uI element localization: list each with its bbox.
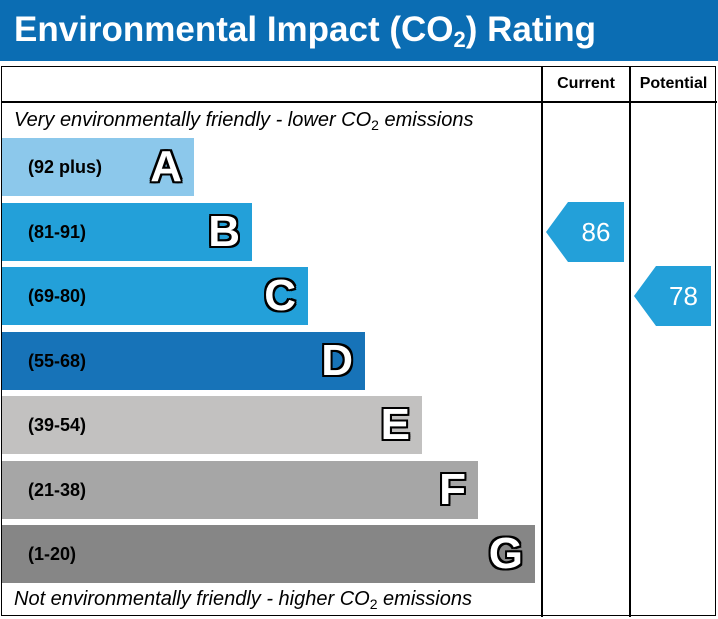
band-b: (81-91) B: [2, 203, 252, 261]
chart-header: Environmental Impact (CO2) Rating: [0, 0, 718, 61]
band-g: (1-20) G: [2, 525, 535, 583]
band-letter-label: A: [150, 142, 182, 191]
caption-top: Very environmentally friendly - lower CO…: [14, 108, 473, 132]
caption-top-main: Very environmentally friendly - lower CO: [14, 109, 372, 131]
band-letter-label: E: [380, 400, 410, 449]
caption-top-end: emissions: [378, 109, 474, 131]
band-letter-label: D: [321, 336, 353, 385]
column-header-potential: Potential: [639, 75, 708, 92]
band-range-label: (81-91): [28, 222, 87, 242]
column-header-current: Current: [557, 75, 615, 92]
band-f: (21-38) F: [2, 461, 478, 519]
current-rating-pointer-value: 86: [581, 217, 611, 247]
band-d: (55-68) D: [2, 332, 365, 390]
title-subscript: 2: [453, 27, 466, 52]
title-main: Environmental Impact (CO: [14, 10, 454, 49]
band-range-label: (69-80): [28, 286, 87, 306]
caption-bottom-end: emissions: [377, 588, 472, 610]
band-range-label: (1-20): [28, 544, 77, 564]
potential-rating-pointer-value: 78: [669, 281, 698, 311]
band-range-label: (92 plus): [28, 157, 103, 177]
band-c: (69-80) C: [2, 267, 308, 325]
current-rating-pointer-shape: [546, 202, 624, 262]
potential-rating-pointer: 78: [634, 266, 711, 326]
caption-bottom: Not environmentally friendly - higher CO…: [14, 587, 472, 611]
potential-rating-pointer-shape: [634, 266, 711, 326]
caption-bottom-main: Not environmentally friendly - higher CO: [14, 588, 370, 610]
band-range-label: (21-38): [28, 480, 87, 500]
band-a: (92 plus) A: [2, 138, 194, 196]
title-end: ) Rating: [465, 10, 597, 49]
current-rating-pointer: 86: [546, 202, 624, 262]
caption-bottom-subscript: 2: [369, 596, 378, 612]
band-e: (39-54) E: [2, 396, 422, 454]
band-letter-label: G: [488, 529, 523, 578]
chart-title: Environmental Impact (CO2) Rating: [14, 8, 596, 52]
band-letter-label: F: [439, 465, 466, 514]
band-range-label: (55-68): [28, 351, 87, 371]
band-letter-label: B: [208, 207, 240, 256]
header-row-divider: [1, 101, 717, 103]
band-range-label: (39-54): [28, 415, 87, 435]
column-divider-current: [541, 66, 543, 617]
caption-top-subscript: 2: [371, 117, 379, 133]
rating-table: [1, 66, 716, 616]
band-letter-label: C: [264, 271, 296, 320]
column-divider-potential: [629, 66, 631, 617]
